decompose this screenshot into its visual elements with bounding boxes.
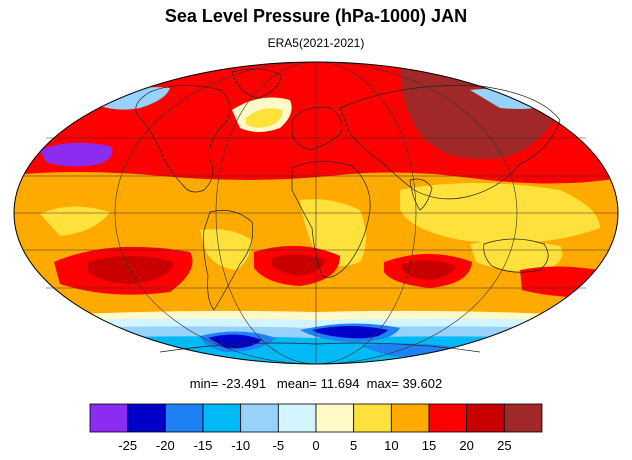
coastline-greenland: [231, 68, 283, 99]
colorbar-swatch: [240, 403, 279, 433]
colorbar-tick-label: -20: [156, 438, 175, 453]
chart-subtitle: ERA5(2021-2021): [267, 36, 365, 50]
colorbar-tick-label: 20: [459, 438, 473, 453]
colorbar-tick-label: -25: [118, 438, 137, 453]
coastline-europe: [291, 106, 342, 151]
coastline-antarctica: [159, 342, 481, 353]
stats-line: min= -23.491 mean= 11.694 max= 39.602: [0, 376, 632, 391]
colorbar-swatch: [164, 403, 204, 433]
colorbar-swatch: [277, 403, 317, 433]
coastline-north-america: [135, 85, 231, 193]
stat-min-value: -23.491: [221, 376, 267, 391]
colorbar-swatch: [202, 403, 242, 433]
colorbar-swatch: [127, 403, 166, 433]
colorbar-swatch: [89, 403, 129, 433]
colorbar-swatch: [353, 403, 392, 433]
colorbar-tick-label: -5: [273, 438, 285, 453]
field-indian-core: [402, 260, 456, 280]
colorbar-swatch: [390, 403, 430, 433]
coastline-india: [409, 178, 433, 211]
colorbar-tick-label: 0: [312, 438, 319, 453]
field-australia-yellow: [470, 240, 563, 272]
chart-title: Sea Level Pressure (hPa-1000) JAN: [164, 6, 468, 26]
stat-min-label: min=: [189, 376, 219, 391]
field-pacific-low-ring: [20, 133, 133, 175]
colorbar-swatch: [428, 403, 468, 433]
colorbar-swatch: [315, 403, 355, 433]
map-border: [13, 61, 619, 365]
colorbar-swatch: [503, 403, 543, 433]
colorbar-tick-label: -10: [231, 438, 250, 453]
field-antarctic-low-2-core: [312, 326, 388, 339]
coastlines: [135, 68, 561, 353]
colorbar-tick-label: -15: [194, 438, 213, 453]
mollweide-map: [13, 61, 619, 365]
colorbar-tick-label: 5: [350, 438, 357, 453]
stat-mean-label: mean=: [276, 376, 318, 391]
colorbar-tick-label: 15: [422, 438, 436, 453]
stat-max-label: max=: [366, 376, 399, 391]
field-samerica-yellow: [200, 229, 252, 270]
stat-mean-value: 11.694: [320, 376, 360, 391]
coastline-africa: [291, 161, 371, 278]
field-antarctic-low-4: [40, 333, 110, 347]
stat-max-value: 39.602: [402, 376, 443, 391]
field-pacific-low: [40, 142, 113, 167]
field-south-pacific-core: [88, 256, 174, 284]
coastline-australia: [483, 238, 549, 273]
colorbar-tick-label: 25: [497, 438, 511, 453]
field-south-atlantic-core: [272, 254, 326, 276]
coastline-asia: [339, 85, 561, 200]
colorbar-swatch: [466, 403, 505, 433]
field-icelandic-low-core: [246, 108, 283, 128]
colorbar-tick-label: 10: [384, 438, 398, 453]
field-eqpacific-yellow: [40, 206, 110, 236]
coastline-south-america: [203, 210, 254, 311]
